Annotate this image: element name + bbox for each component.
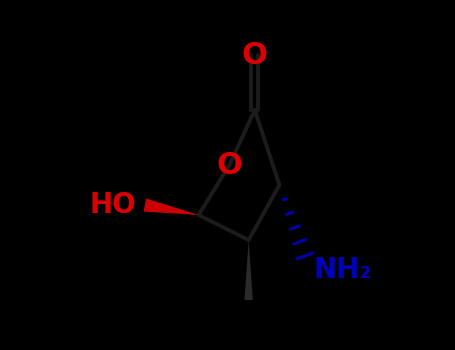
Text: O: O	[217, 150, 243, 180]
Polygon shape	[244, 240, 253, 300]
Polygon shape	[144, 198, 199, 215]
Text: NH₂: NH₂	[313, 256, 372, 284]
Text: HO: HO	[90, 191, 136, 219]
Text: O: O	[242, 41, 268, 70]
